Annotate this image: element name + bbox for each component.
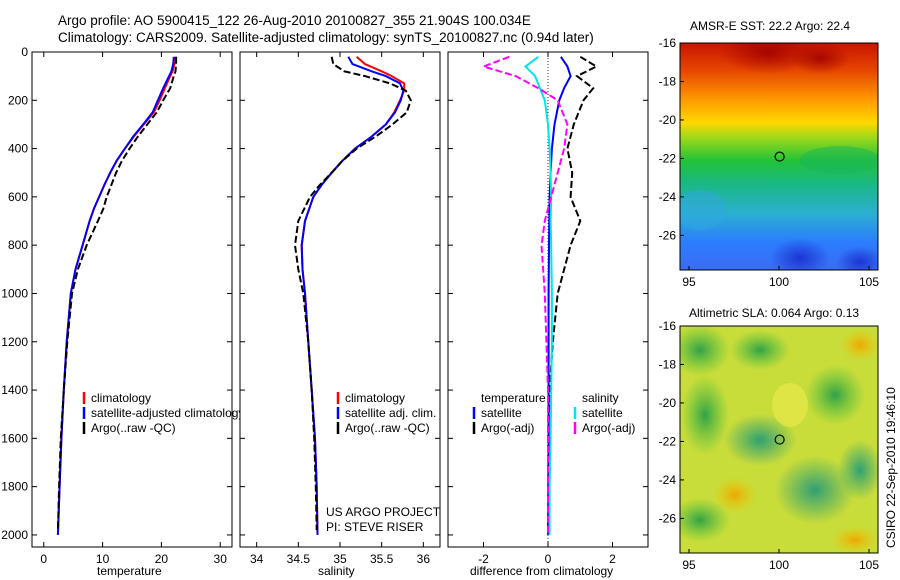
x-tick-label: 95	[682, 558, 696, 572]
series-line	[56, 56, 178, 531]
temperature-axis-label: temperature	[97, 564, 162, 578]
x-tick-label: 35.5	[370, 552, 394, 566]
legend-group-temperature: temperature	[481, 391, 546, 405]
sla-map-title: Altimetric SLA: 0.064 Argo: 0.13	[689, 306, 859, 320]
x-tick-label: 0	[545, 552, 552, 566]
y-tick-label: 1000	[1, 286, 28, 300]
legend-label-sal-argo: Argo(-adj)	[582, 421, 635, 435]
x-tick-label: 20	[155, 552, 169, 566]
y-tick-label: -26	[659, 511, 677, 525]
legend-label-argo: Argo(..raw -QC)	[345, 421, 430, 435]
series-line	[56, 56, 175, 535]
difference-legend: temperature satellite Argo(-adj) salinit…	[472, 391, 635, 435]
sst-heatmap	[680, 43, 878, 270]
salinity-axis-label: salinity	[318, 564, 355, 578]
legend-label-climatology: climatology	[345, 391, 405, 405]
y-tick-label: 800	[8, 238, 28, 252]
y-tick-label: -22	[659, 151, 677, 165]
y-tick-label: 400	[8, 142, 28, 156]
sst-map-panel: AMSR-E SST: 22.2 Argo: 22.4 95 100 105 -16 -…	[659, 19, 880, 289]
salinity-legend: climatology satellite adj. clim. Argo(..…	[336, 391, 436, 435]
x-tick-label: 36	[417, 552, 431, 566]
legend-label-satellite: satellite adj. clim.	[345, 406, 436, 420]
temperature-lines	[56, 56, 178, 535]
y-tick-label: 1400	[1, 383, 28, 397]
temperature-legend: climatology satellite-adjusted climatolo…	[82, 391, 244, 435]
x-tick-label: 0	[40, 552, 47, 566]
series-line	[480, 55, 569, 535]
y-tick-label: 1200	[1, 335, 28, 349]
y-tick-label: -18	[659, 357, 677, 371]
x-tick-label: 10	[96, 552, 110, 566]
x-tick-label: 95	[682, 275, 696, 289]
legend-group-salinity: salinity	[582, 391, 619, 405]
y-tick-label: -24	[659, 190, 677, 204]
salinity-ticks: 34 34.5 35 35.5 36	[240, 51, 440, 566]
y-tick-label: 600	[8, 190, 28, 204]
legend-label-satellite: satellite-adjusted climatology	[91, 406, 244, 420]
series-line	[547, 55, 599, 535]
argo-location-marker	[774, 151, 785, 162]
legend-label-sal-satellite: satellite	[582, 406, 623, 420]
x-tick-label: 105	[859, 275, 879, 289]
x-tick-label: 34	[250, 552, 264, 566]
pi-credit: PI: STEVE RISER	[326, 520, 424, 534]
x-tick-label: 105	[859, 558, 879, 572]
legend-label-climatology: climatology	[91, 391, 151, 405]
salinity-lines	[293, 56, 412, 535]
argo-location-marker	[774, 434, 785, 445]
y-tick-label: -16	[659, 319, 677, 333]
sla-map-ticks: 95 100 105 -16 -18 -20 -22 -24 -26	[659, 319, 880, 572]
difference-lines	[480, 55, 599, 535]
y-tick-label: -26	[659, 228, 677, 242]
sla-heatmap	[680, 326, 878, 553]
legend-label-temp-argo: Argo(-adj)	[481, 421, 534, 435]
y-tick-label: 2000	[1, 528, 28, 542]
y-tick-label: 0	[21, 45, 28, 59]
x-tick-label: 30	[214, 552, 228, 566]
x-tick-label: 100	[769, 558, 789, 572]
legend-label-argo: Argo(..raw -QC)	[91, 421, 176, 435]
series-line	[293, 56, 412, 531]
x-tick-label: 100	[769, 275, 789, 289]
difference-ticks: -2 0 2	[448, 51, 648, 566]
difference-panel: -2 0 2 difference from climatology tempera…	[447, 51, 649, 578]
project-credit: US ARGO PROJECT	[326, 505, 441, 519]
y-tick-label: -24	[659, 473, 677, 487]
salinity-plot-area	[239, 51, 441, 548]
y-tick-label: -22	[659, 434, 677, 448]
x-tick-label: -2	[478, 552, 489, 566]
figure-title-line1: Argo profile: AO 5900415_122 26-Aug-2010…	[58, 13, 531, 28]
y-tick-label: -18	[659, 74, 677, 88]
temperature-plot-area	[31, 51, 233, 548]
sst-map-ticks: 95 100 105 -16 -18 -20 -22 -24 -26	[659, 36, 880, 289]
y-tick-label: 200	[8, 93, 28, 107]
y-tick-label: -20	[659, 113, 677, 127]
sst-map-title: AMSR-E SST: 22.2 Argo: 22.4	[690, 19, 850, 33]
temperature-panel: 0 10 20 30 0 200 400 600 800 1000 1200 1400 1600 1800…	[1, 45, 244, 578]
figure-title-line2: Climatology: CARS2009. Satellite-adjuste…	[58, 30, 594, 45]
y-tick-label: -20	[659, 396, 677, 410]
y-tick-label: 1800	[1, 480, 28, 494]
y-tick-label: -16	[659, 36, 677, 50]
difference-axis-label: difference from climatology	[470, 564, 613, 578]
y-tick-label: 1600	[1, 431, 28, 445]
x-tick-label: 2	[609, 552, 616, 566]
temperature-ticks: 0 10 20 30 0 200 400 600 800 1000 1200 1400 1600 1800…	[1, 45, 232, 566]
csiro-timestamp: CSIRO 22-Sep-2010 19:46:10	[884, 387, 898, 548]
legend-label-temp-satellite: satellite	[481, 406, 522, 420]
x-tick-label: 35	[333, 552, 347, 566]
sla-map-panel: Altimetric SLA: 0.064 Argo: 0.13 95 100 10…	[659, 306, 880, 572]
salinity-panel: 34 34.5 35 35.5 36 salinity climatology sate…	[239, 51, 441, 578]
x-tick-label: 34.5	[287, 552, 311, 566]
